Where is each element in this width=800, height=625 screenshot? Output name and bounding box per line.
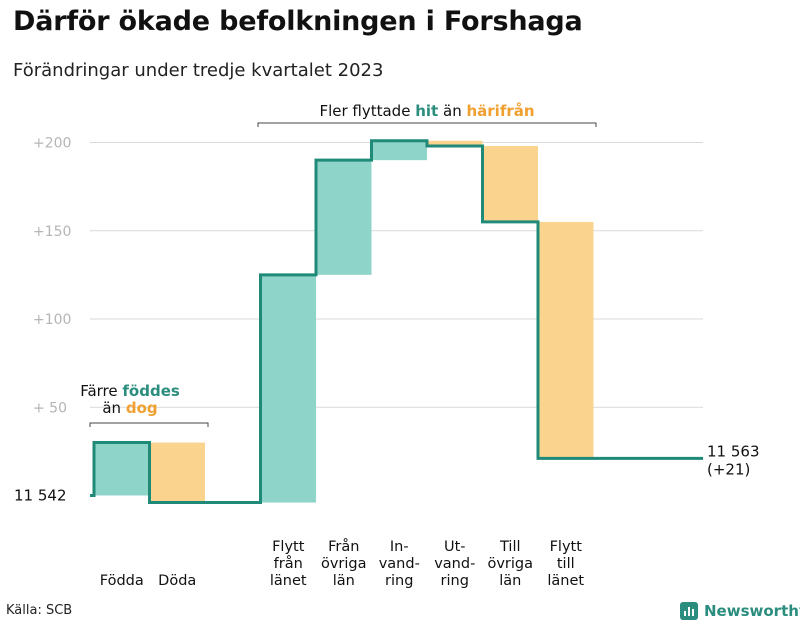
- brand-logo: Newsworthy: [680, 602, 800, 620]
- category-label: Födda: [100, 573, 144, 589]
- category-label-line: till: [557, 556, 575, 572]
- annotation-highlight-out: dog: [125, 399, 158, 417]
- category-label-line: från: [274, 555, 303, 572]
- category-label-line: Till: [499, 539, 521, 555]
- category-label: Ut-vand-ring: [434, 539, 475, 589]
- chart-title: Därför ökade befolkningen i Forshaga: [13, 6, 583, 37]
- bar-chart-icon: [680, 602, 698, 620]
- bar-flyttfrånlänet: [260, 274, 316, 503]
- annotation-births-deaths: Färre föddes än dog: [60, 383, 200, 417]
- category-label-line: vand-: [434, 556, 475, 572]
- bar-utvandring: [427, 140, 483, 147]
- end-value-label: 11 563: [707, 442, 760, 460]
- category-label-line: övriga: [321, 556, 367, 572]
- bracket-births-deaths: [89, 422, 209, 427]
- annotation-text: Färre: [80, 382, 118, 400]
- category-label: In-vand-ring: [379, 539, 420, 589]
- category-label-line: län: [499, 573, 521, 589]
- category-label-line: länet: [547, 573, 584, 589]
- source-note: Källa: SCB: [6, 603, 73, 618]
- category-label-line: län: [333, 573, 355, 589]
- category-label: Flytt till länet: [547, 539, 584, 589]
- category-label-line: Döda: [158, 573, 196, 589]
- bar-tillövrigalän: [482, 146, 538, 222]
- brand-name: Newsworthy: [704, 602, 800, 620]
- y-tick-label: +100: [33, 312, 71, 328]
- category-label: Till övriga län: [487, 539, 533, 589]
- cumulative-step-line: [90, 139, 703, 505]
- category-label: Flytt från länet: [270, 539, 307, 589]
- y-tick-label: +150: [33, 224, 71, 240]
- annotation-highlight-in: hit: [415, 102, 439, 120]
- chart-subtitle: Förändringar under tredje kvartalet 2023: [13, 60, 384, 81]
- bar-invandring: [371, 140, 427, 161]
- annotation-text: än: [443, 102, 462, 120]
- category-label-line: In-: [390, 539, 409, 555]
- category-label: Från övriga län: [321, 538, 367, 589]
- category-label-line: Från: [328, 538, 359, 555]
- category-label-line: ring: [385, 573, 413, 589]
- bracket-migration: [257, 122, 597, 127]
- bar-flytttilllänet: [538, 221, 594, 459]
- bar-frånövrigalän: [316, 160, 372, 275]
- category-label-line: övriga: [487, 556, 533, 572]
- category-label-line: länet: [270, 573, 307, 589]
- category-label-line: Ut-: [444, 539, 466, 555]
- category-label: Döda: [158, 573, 196, 589]
- bar-födda: [94, 442, 150, 496]
- category-label-line: Flytt: [272, 539, 305, 555]
- end-change-label: (+21): [707, 460, 750, 478]
- annotation-text: än: [102, 399, 122, 417]
- annotation-migration: Fler flyttade hit än härifrån: [258, 103, 596, 120]
- bar-döda: [149, 442, 205, 503]
- category-label-line: ring: [441, 573, 469, 589]
- category-label-line: Flytt: [550, 539, 583, 555]
- annotation-highlight-in: föddes: [122, 382, 180, 400]
- category-label-line: Födda: [100, 573, 144, 589]
- start-value-label: 11 542: [14, 487, 67, 505]
- y-tick-label: +200: [33, 136, 71, 152]
- y-tick-label: + 50: [33, 400, 67, 416]
- category-label-line: vand-: [379, 556, 420, 572]
- annotation-text: Fler flyttade: [319, 102, 411, 120]
- annotation-highlight-out: härifrån: [466, 102, 535, 120]
